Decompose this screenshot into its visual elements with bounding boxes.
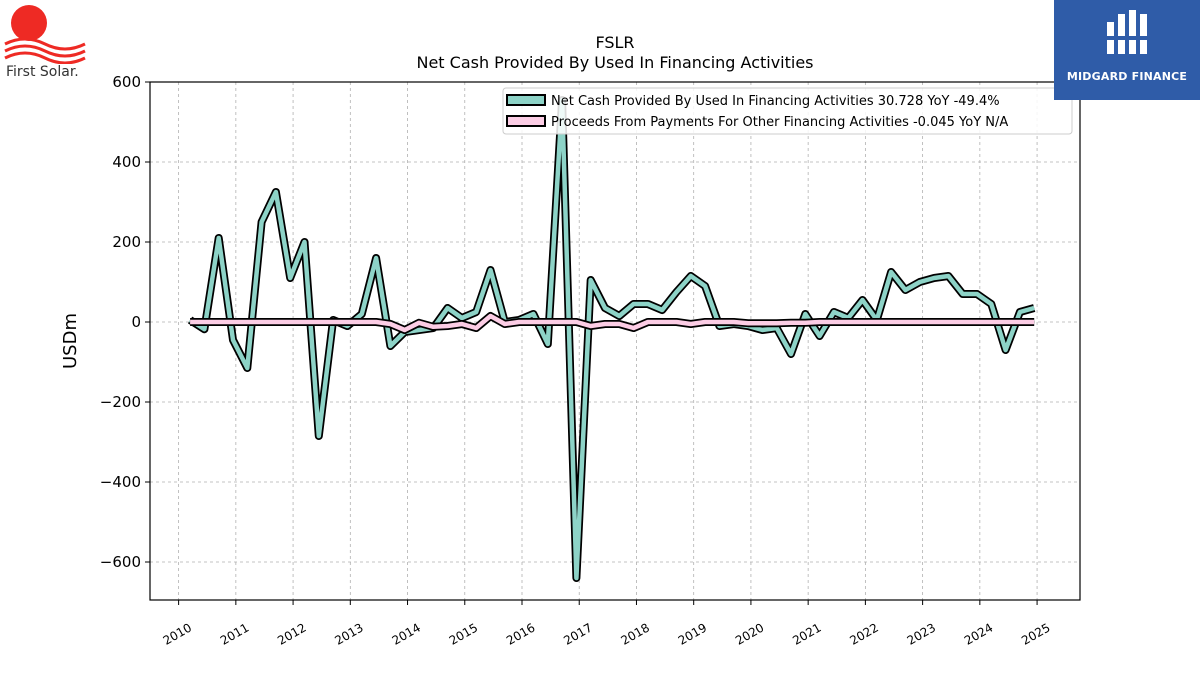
- legend-swatch: [506, 115, 546, 127]
- series-layer: [187, 96, 1036, 582]
- x-tick-label: 2016: [504, 620, 537, 647]
- chart-subtitle: Net Cash Provided By Used In Financing A…: [416, 53, 813, 72]
- y-tick-label: 200: [112, 233, 141, 251]
- x-tick-label: 2011: [218, 620, 251, 647]
- sun-icon: [4, 5, 86, 65]
- y-tick-label: 0: [131, 313, 141, 331]
- x-tick-label: 2012: [275, 620, 308, 647]
- x-tick-label: 2022: [847, 620, 880, 647]
- midgard-finance-logo-text: MIDGARD FINANCE: [1066, 70, 1188, 83]
- x-tick-label: 2010: [161, 620, 194, 647]
- x-tick-label: 2017: [561, 620, 594, 647]
- legend-label: Net Cash Provided By Used In Financing A…: [551, 94, 1000, 109]
- plot-frame: [149, 81, 1081, 601]
- legend: Net Cash Provided By Used In Financing A…: [502, 87, 1073, 135]
- x-tick-label: 2023: [905, 620, 938, 647]
- x-tick-label: 2014: [390, 620, 423, 647]
- legend-box: [502, 87, 1073, 135]
- x-tick-label: 2013: [332, 620, 365, 647]
- y-tick-label: −200: [100, 393, 141, 411]
- x-tick-label: 2024: [962, 620, 995, 647]
- x-tick-label: 2019: [676, 620, 709, 647]
- legend-swatch: [506, 94, 546, 106]
- chart-title: FSLR: [595, 33, 634, 52]
- x-tick-label: 2020: [733, 620, 766, 647]
- first-solar-logo-text: First Solar.: [6, 64, 79, 80]
- x-tick-label: 2025: [1019, 620, 1052, 647]
- series-1-line: [190, 313, 1035, 333]
- grid: [150, 81, 1080, 600]
- midgard-finance-logo: MIDGARD FINANCE: [1054, 0, 1200, 100]
- y-tick-label: 400: [112, 153, 141, 171]
- series-0-line: [188, 97, 1035, 581]
- midgard-emblem-icon: [1107, 10, 1147, 54]
- x-tick-label: 2021: [790, 620, 823, 647]
- x-tick-label: 2018: [619, 620, 652, 647]
- y-tick-label: −600: [100, 553, 141, 571]
- y-tick-label: 600: [112, 73, 141, 91]
- y-axis-label: USDm: [60, 313, 81, 369]
- first-solar-logo: First Solar.: [0, 0, 100, 90]
- legend-label: Proceeds From Payments For Other Financi…: [551, 115, 1008, 130]
- x-tick-label: 2015: [447, 620, 480, 647]
- series-0-outline: [187, 96, 1036, 582]
- y-tick-label: −400: [100, 473, 141, 491]
